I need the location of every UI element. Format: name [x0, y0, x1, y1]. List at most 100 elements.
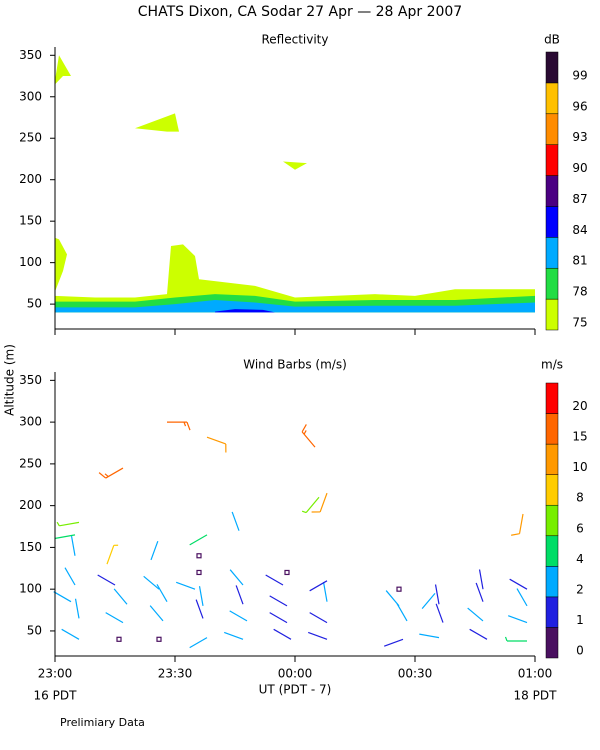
colorbar-bin: [545, 504, 559, 537]
wind-barb: [195, 599, 204, 619]
colorbar-label: 96: [572, 99, 587, 113]
wind-barb: [467, 607, 484, 622]
colorbar-bin: [545, 206, 559, 238]
y-tick-label: 350: [19, 373, 42, 387]
wind-barb: [311, 492, 328, 513]
colorbar-bin: [545, 443, 559, 475]
y-tick-label: 100: [19, 255, 42, 269]
y-tick-label: 200: [19, 172, 42, 186]
wind-barb: [469, 628, 488, 640]
wind-barb: [269, 612, 288, 624]
wind-barb: [156, 584, 168, 603]
page-title: CHATS Dixon, CA Sodar 27 Apr — 28 Apr 20…: [138, 4, 462, 20]
footnote: Prelimiary Data: [60, 716, 145, 729]
wind-barb: [308, 631, 328, 640]
y-tick-label: 50: [27, 623, 42, 637]
wind-barb: [113, 588, 128, 605]
y-tick-label: 250: [19, 131, 42, 145]
colorbar-label: 6: [576, 521, 584, 535]
reflectivity-region: [215, 309, 275, 313]
wind-barb: [511, 513, 524, 536]
colorbar-bin: [545, 175, 559, 207]
wind-barb: [224, 631, 244, 640]
x-axis-label: UT (PDT - 7): [259, 683, 332, 697]
wind-barb: [235, 585, 244, 605]
colorbar-label: 1: [576, 613, 584, 627]
wind-barb: [143, 575, 160, 590]
wind-barb: [396, 603, 408, 622]
wind-barb: [105, 612, 124, 624]
calm-marker: [116, 636, 122, 642]
colorbar-bin: [545, 566, 559, 598]
reflectivity-region: [283, 161, 307, 170]
wind-barb: [189, 534, 208, 546]
wind-barb: [309, 612, 328, 624]
y-tick-label: 150: [19, 540, 42, 554]
panel-title: Reflectivity: [261, 33, 328, 47]
wind-barb: [231, 511, 240, 531]
wind-barb: [206, 436, 227, 453]
end-label: 18 PDT: [514, 689, 558, 703]
wind-barb: [176, 581, 196, 590]
wind-barb: [167, 421, 191, 431]
colorbar-bin: [545, 596, 559, 628]
colorbar-bin: [545, 474, 559, 506]
colorbar-bin: [545, 535, 559, 567]
colorbar-label: 10: [572, 460, 587, 474]
wind-barb: [56, 521, 80, 527]
wind-barb: [435, 603, 444, 623]
calm-marker: [396, 586, 402, 592]
colorbar-title: m/s: [541, 358, 563, 372]
colorbar-bin: [545, 113, 559, 145]
calm-marker: [156, 636, 162, 642]
colorbar-label: 75: [572, 316, 587, 330]
colorbar-label: 20: [572, 399, 587, 413]
wind-barb: [97, 574, 116, 586]
wind-barb: [106, 544, 119, 565]
y-tick-label: 300: [19, 415, 42, 429]
wind-barb: [421, 592, 436, 610]
colorbar-label: 78: [572, 285, 587, 299]
colorbar-bin: [545, 237, 559, 269]
wind-barb: [301, 424, 316, 448]
wind-barb: [504, 636, 527, 642]
calm-marker: [284, 569, 290, 576]
y-tick-label: 350: [19, 48, 42, 62]
calm-marker: [196, 553, 202, 559]
wind-barb: [508, 615, 528, 624]
x-tick-label: 23:30: [158, 667, 193, 681]
colorbar-label: 93: [572, 130, 587, 144]
wind-barb: [301, 496, 320, 514]
colorbar-bin: [545, 382, 559, 414]
colorbar-label: 90: [572, 161, 587, 175]
x-tick-label: 00:00: [278, 667, 313, 681]
colorbar-bin: [545, 627, 559, 659]
wind-barb: [198, 586, 204, 606]
x-tick-label: 23:00: [38, 667, 73, 681]
reflectivity-region: [55, 237, 67, 292]
wind-barb: [150, 540, 159, 561]
panel-title: Wind Barbs (m/s): [243, 358, 347, 372]
colorbar-label: 0: [576, 644, 584, 658]
wind-barb: [434, 584, 440, 605]
x-tick-label: 00:30: [398, 667, 433, 681]
colorbar-label: 84: [572, 223, 587, 237]
wind-barb: [229, 610, 248, 622]
colorbar-label: 8: [576, 491, 584, 505]
wind-barb: [309, 580, 328, 592]
colorbar-title: dB: [544, 33, 560, 47]
y-tick-label: 100: [19, 582, 42, 596]
wind-barb: [229, 569, 244, 586]
wind-barb: [385, 590, 400, 607]
x-tick-label: 01:00: [518, 667, 553, 681]
wind-barb: [419, 633, 440, 639]
wind-barb: [269, 595, 288, 607]
colorbar-bin: [545, 298, 559, 331]
wind-barb: [322, 581, 328, 602]
y-tick-label: 200: [19, 498, 42, 512]
wind-barb: [384, 638, 404, 647]
reflectivity-region: [135, 113, 179, 132]
wind-barb: [98, 467, 124, 479]
wind-barb: [516, 588, 528, 607]
wind-barb: [273, 628, 292, 640]
